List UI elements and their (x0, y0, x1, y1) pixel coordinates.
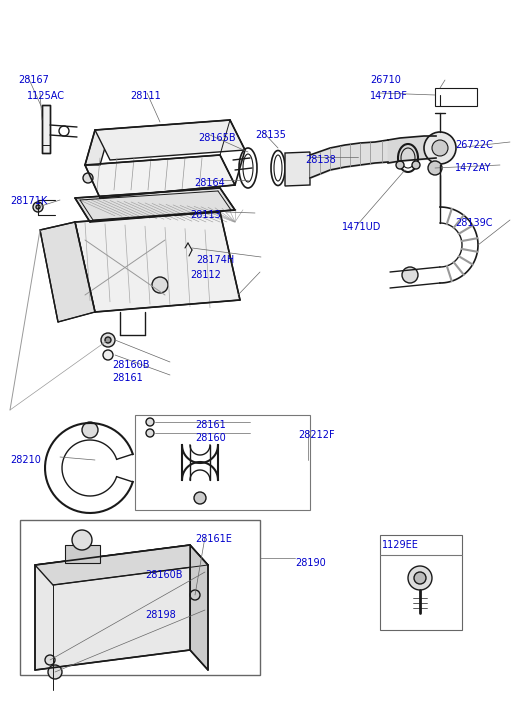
Circle shape (402, 267, 418, 283)
Text: 28210: 28210 (10, 455, 41, 465)
Circle shape (45, 655, 55, 665)
Text: 26722C: 26722C (455, 140, 493, 150)
Polygon shape (85, 130, 110, 165)
Text: 28160B: 28160B (112, 360, 149, 370)
Polygon shape (285, 152, 310, 186)
Text: 28190: 28190 (295, 558, 326, 568)
Circle shape (190, 590, 200, 600)
Polygon shape (190, 545, 208, 670)
Circle shape (103, 350, 113, 360)
Polygon shape (75, 188, 235, 222)
Bar (380, 535, 462, 630)
Circle shape (33, 202, 43, 212)
Circle shape (146, 429, 154, 437)
Text: 28138: 28138 (305, 155, 336, 165)
Bar (20, 520, 260, 675)
Polygon shape (95, 120, 245, 160)
Circle shape (414, 572, 426, 584)
Text: 28174H: 28174H (196, 255, 234, 265)
Polygon shape (40, 222, 95, 322)
Text: 28171K: 28171K (10, 196, 47, 206)
Text: 28198: 28198 (145, 610, 176, 620)
Polygon shape (42, 105, 50, 153)
Text: 28139C: 28139C (455, 218, 493, 228)
Text: 1471UD: 1471UD (342, 222, 381, 232)
Text: 1125AC: 1125AC (27, 91, 65, 101)
Circle shape (101, 333, 115, 347)
Circle shape (83, 173, 93, 183)
Text: 28135: 28135 (255, 130, 286, 140)
Text: 28161: 28161 (112, 373, 143, 383)
Polygon shape (35, 545, 208, 585)
Circle shape (428, 161, 442, 175)
Bar (135, 415, 310, 510)
Text: 28111: 28111 (130, 91, 161, 101)
Bar (435, 88, 477, 106)
Circle shape (72, 530, 92, 550)
Text: 1129EE: 1129EE (382, 540, 419, 550)
Text: 28167: 28167 (18, 75, 49, 85)
Text: 28165B: 28165B (198, 133, 236, 143)
Text: 26710: 26710 (370, 75, 401, 85)
Bar (65, 545, 100, 563)
Text: 1472AY: 1472AY (455, 163, 492, 173)
Circle shape (424, 132, 456, 164)
Circle shape (152, 277, 168, 293)
Circle shape (59, 126, 69, 136)
Text: 28212F: 28212F (298, 430, 335, 440)
Circle shape (194, 492, 206, 504)
Polygon shape (75, 212, 240, 312)
Text: 28161E: 28161E (195, 534, 232, 544)
Circle shape (82, 422, 98, 438)
Polygon shape (85, 155, 235, 198)
Circle shape (408, 566, 432, 590)
Polygon shape (35, 545, 190, 670)
Text: 28113: 28113 (190, 210, 221, 220)
Text: 28160B: 28160B (145, 570, 182, 580)
Circle shape (48, 665, 62, 679)
Text: 1471DF: 1471DF (370, 91, 408, 101)
Text: 28160: 28160 (195, 433, 226, 443)
Text: 28112: 28112 (190, 270, 221, 280)
Text: 28161: 28161 (195, 420, 226, 430)
Circle shape (36, 205, 40, 209)
Circle shape (146, 418, 154, 426)
Circle shape (396, 161, 404, 169)
Text: 28164: 28164 (194, 178, 225, 188)
Circle shape (105, 337, 111, 343)
Circle shape (432, 140, 448, 156)
Circle shape (412, 161, 420, 169)
